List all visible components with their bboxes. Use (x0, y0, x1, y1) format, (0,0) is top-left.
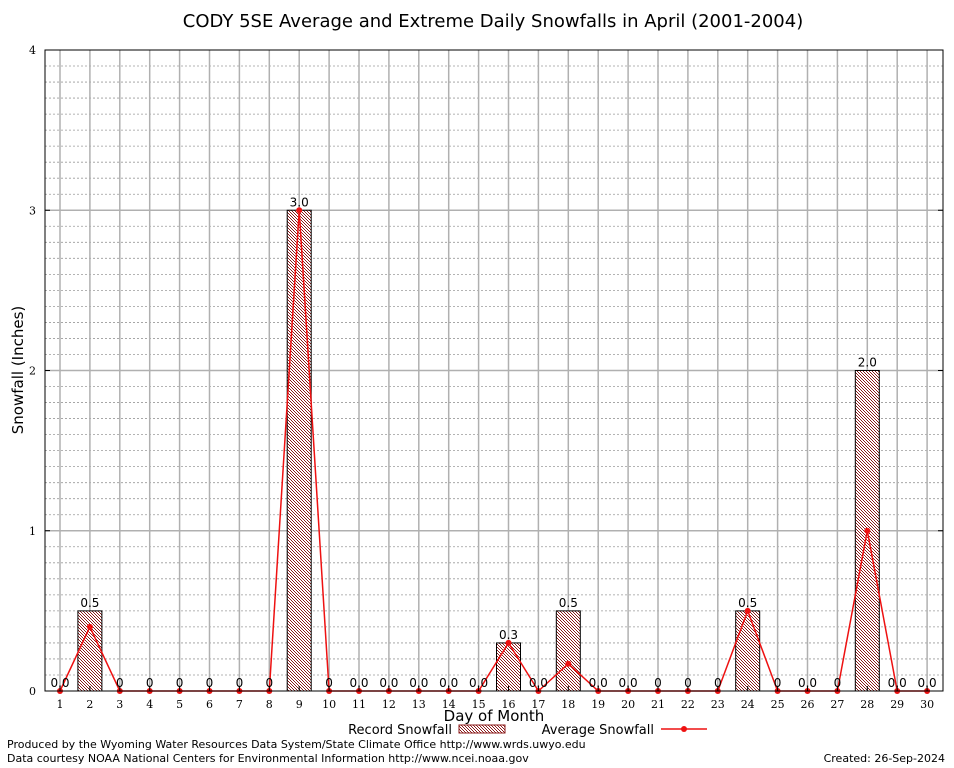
footer-data-courtesy: Data courtesy NOAA National Centers for … (7, 752, 529, 765)
x-tick-label: 1 (57, 698, 64, 711)
x-tick-label: 18 (561, 698, 575, 711)
plot-frame (44, 49, 944, 692)
data-label: 0 (206, 676, 214, 690)
data-label: 0.0 (409, 676, 428, 690)
data-label: 0.0 (888, 676, 907, 690)
x-tick-label: 14 (442, 698, 456, 711)
data-label: 0.0 (619, 676, 638, 690)
average-point (864, 527, 871, 534)
average-point (565, 660, 572, 667)
data-label: 0 (236, 676, 244, 690)
data-label: 0.5 (559, 596, 578, 610)
data-label: 3.0 (290, 195, 309, 209)
data-label: 0 (684, 676, 692, 690)
x-tick-label: 24 (741, 698, 755, 711)
x-tick-label: 23 (711, 698, 725, 711)
x-tick-label: 11 (352, 698, 366, 711)
data-label: 0.5 (738, 596, 757, 610)
average-point (505, 639, 512, 646)
data-label: 0.0 (439, 676, 458, 690)
y-tick-label: 3 (29, 204, 36, 217)
data-label: 0.0 (349, 676, 368, 690)
x-tick-label: 17 (531, 698, 545, 711)
x-axis-label: Day of Month (444, 707, 545, 725)
data-label: 0.3 (499, 628, 518, 642)
x-tick-label: 29 (890, 698, 904, 711)
average-point (296, 207, 303, 214)
data-label: 0.0 (798, 676, 817, 690)
chart-title: CODY 5SE Average and Extreme Daily Snowf… (183, 11, 803, 32)
data-label: 0.0 (589, 676, 608, 690)
data-labels: 0.0 0.5 0 0 0 0 0 0 3.0 0 0.0 0.0 0.0 0.0 0.0 0.3 0.0 0.5… (50, 195, 936, 690)
data-label: 0.0 (379, 676, 398, 690)
data-label: 2.0 (858, 356, 877, 370)
x-tick-label: 8 (266, 698, 273, 711)
data-label: 0.0 (469, 676, 488, 690)
x-tick-label: 22 (681, 698, 695, 711)
legend: Record Snowfall Average Snowfall (348, 723, 707, 738)
record-bar (496, 642, 521, 692)
x-tick-label: 30 (920, 698, 934, 711)
x-tick-label: 7 (236, 698, 243, 711)
y-tick-label: 2 (29, 365, 36, 378)
legend-record-label: Record Snowfall (348, 723, 452, 738)
x-tick-label: 2 (86, 698, 93, 711)
y-tick-label: 1 (29, 525, 36, 538)
x-tick-label: 12 (382, 698, 396, 711)
average-point (744, 607, 751, 614)
x-tick-label: 21 (651, 698, 665, 711)
x-tick-label: 28 (860, 698, 874, 711)
data-label: 0 (714, 676, 722, 690)
x-tick-label: 9 (296, 698, 303, 711)
x-tick-label: 16 (502, 698, 516, 711)
data-label: 0 (176, 676, 184, 690)
legend-record-swatch (458, 724, 506, 734)
data-label: 0.0 (918, 676, 937, 690)
data-label: 0 (146, 676, 154, 690)
data-label: 0.0 (50, 676, 69, 690)
x-tick-label: 10 (322, 698, 336, 711)
x-tick-label: 5 (176, 698, 183, 711)
record-bar (286, 209, 312, 692)
data-label: 0 (116, 676, 124, 690)
record-bar (77, 610, 103, 692)
data-label: 0.5 (80, 596, 99, 610)
x-tick-label: 20 (621, 698, 635, 711)
legend-average-label: Average Snowfall (542, 723, 654, 738)
x-tick-label: 4 (146, 698, 153, 711)
x-tick-label: 26 (801, 698, 815, 711)
footer-created-date: Created: 26-Sep-2024 (824, 752, 945, 765)
footer-produced-by: Produced by the Wyoming Water Resources … (7, 738, 586, 751)
record-bar (735, 610, 761, 692)
average-point (86, 623, 93, 630)
y-axis-label: Snowfall (Inches) (9, 306, 27, 434)
record-bar (555, 610, 581, 692)
data-label: 0 (325, 676, 333, 690)
y-tick-label: 4 (29, 44, 36, 57)
data-label: 0.0 (529, 676, 548, 690)
x-tick-label: 27 (830, 698, 844, 711)
x-tick-label: 6 (206, 698, 213, 711)
data-label: 0 (654, 676, 662, 690)
y-tick-label: 0 (29, 685, 36, 698)
data-label: 0 (774, 676, 782, 690)
x-tick-label: 3 (116, 698, 123, 711)
x-tick-label: 15 (472, 698, 486, 711)
data-label: 0 (834, 676, 842, 690)
x-tick-label: 13 (412, 698, 426, 711)
data-label: 0 (265, 676, 273, 690)
legend-average-marker (681, 726, 687, 732)
grid (45, 50, 943, 691)
x-tick-label: 25 (771, 698, 785, 711)
x-tick-label: 19 (591, 698, 605, 711)
